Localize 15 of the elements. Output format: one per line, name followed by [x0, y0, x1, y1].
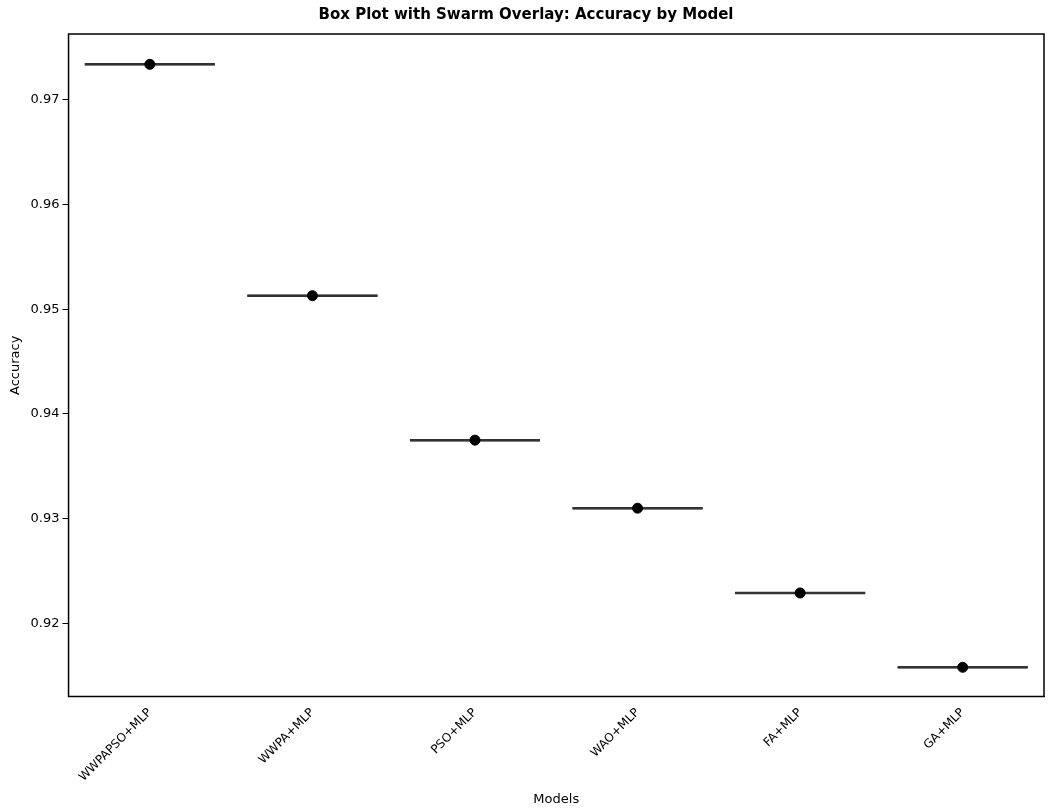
point: [632, 502, 644, 514]
y-tick-label: 0.96: [30, 196, 60, 211]
y-tick-label: 0.95: [30, 300, 60, 316]
y-tick-label: 0.92: [30, 614, 60, 630]
point: [469, 434, 481, 446]
y-tick-label: 0.93: [30, 510, 60, 526]
y-tick-label: 0.94: [30, 405, 60, 421]
point: [957, 661, 969, 673]
point: [306, 290, 318, 302]
y-axis-title: Accuracy: [7, 335, 23, 395]
y-tick-label: 0.97: [30, 91, 60, 107]
point: [144, 58, 156, 70]
x-axis-title: Models: [533, 790, 580, 806]
chart-title: Box Plot with Swarm Overlay: Accuracy by Model: [318, 4, 734, 23]
point: [794, 587, 806, 599]
